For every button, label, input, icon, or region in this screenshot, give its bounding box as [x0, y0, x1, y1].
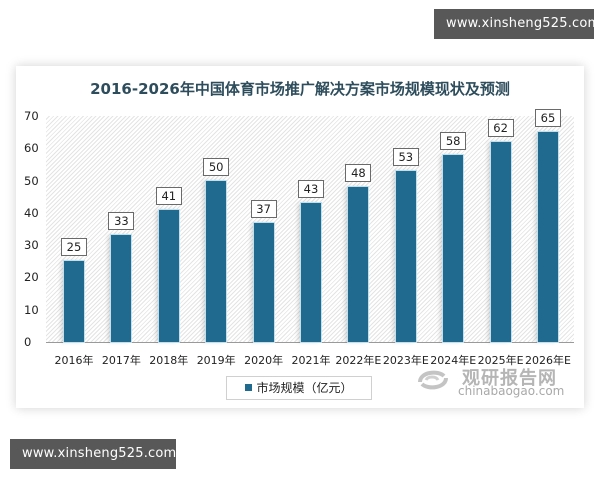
bar [395, 170, 416, 342]
x-tick-label: 2023年E [382, 354, 429, 367]
y-tick-label: 50 [24, 173, 39, 188]
data-label: 37 [250, 199, 277, 218]
x-tick-label: 2018年 [149, 354, 189, 367]
data-label: 53 [392, 147, 419, 166]
brand-name-cn: 观研报告网 [462, 368, 557, 389]
data-label: 48 [345, 164, 372, 183]
data-label: 58 [440, 131, 467, 150]
x-tick-label: 2025年E [477, 354, 524, 367]
bar [301, 203, 321, 342]
y-tick-label: 20 [24, 270, 39, 285]
x-tick-label: 2024年E [430, 354, 477, 367]
x-tick-label: 2022年E [335, 354, 382, 367]
data-label: 43 [298, 180, 324, 199]
y-tick-label: 40 [24, 205, 39, 220]
bar [490, 141, 511, 342]
y-tick-label: 30 [24, 238, 39, 253]
bar [538, 132, 558, 342]
watermark-top: www.xinsheng525.com [434, 9, 600, 39]
brand-name-en: chinabaogao.com [458, 384, 565, 398]
y-tick-label: 10 [24, 302, 39, 317]
data-label: 25 [61, 238, 87, 257]
x-tick-label: 2021年 [291, 354, 331, 367]
legend-swatch [245, 384, 253, 391]
chart-title: 2016-2026年中国体育市场推广解决方案市场规模现状及预测 [90, 80, 510, 98]
bar [348, 187, 369, 342]
x-axis-line [46, 342, 574, 343]
bar [206, 180, 227, 342]
watermark-bottom: www.xinsheng525.com [10, 439, 176, 469]
data-label: 41 [155, 186, 182, 205]
data-label: 62 [487, 118, 514, 137]
data-label: 50 [203, 157, 230, 176]
y-tick-label: 70 [24, 109, 39, 123]
bar [64, 261, 84, 342]
bar [443, 154, 464, 342]
swirl-logo-icon [418, 370, 448, 390]
legend: 市场规模（亿元） [226, 376, 372, 400]
y-tick-label: 0 [24, 335, 32, 349]
brand-watermark: 观研报告网 chinabaogao.com [416, 364, 576, 404]
bar [253, 222, 274, 342]
y-tick-label: 60 [24, 141, 39, 156]
data-label: 33 [108, 212, 135, 231]
bar [158, 209, 179, 342]
x-tick-label: 2016年 [54, 354, 94, 367]
data-label: 65 [535, 109, 561, 128]
chart-card: 2016-2026年中国体育市场推广解决方案市场规模现状及预测 0 10 20 30 4… [16, 66, 584, 408]
bar [111, 235, 132, 342]
x-tick-label: 2019年 [196, 354, 236, 367]
legend-label: 市场规模（亿元） [256, 381, 353, 395]
x-tick-label: 2020年 [244, 354, 284, 367]
x-tick-label: 2026年E [525, 354, 571, 367]
x-tick-label: 2017年 [101, 354, 141, 367]
